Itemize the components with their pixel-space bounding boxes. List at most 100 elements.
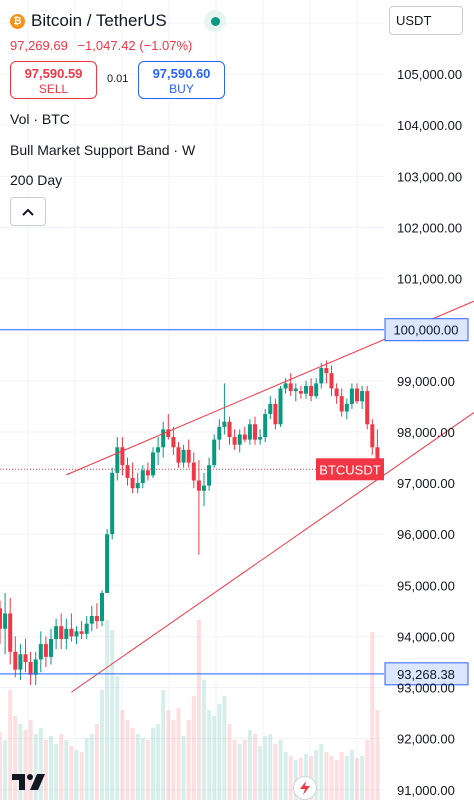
candle [263,408,268,443]
volume-bar [156,724,161,800]
candle-body [59,626,64,639]
volume-bar [49,736,53,800]
volume-bar [166,710,171,800]
volume-bar [375,710,380,800]
candle-body [324,368,329,374]
symbol-title[interactable]: ₿ Bitcoin / TetherUS [10,10,167,32]
symbol-tag-label: BTCUSDT [319,462,380,477]
y-axis-tick-label: 96,000.00 [397,527,455,542]
candle [222,383,227,435]
volume-bar [125,720,130,800]
candle-body [298,391,303,394]
volume-bar [79,752,84,800]
candle-body [145,470,150,476]
buy-button[interactable]: 97,590.60 BUY [138,61,225,99]
y-axis-tick-label: 105,000.00 [397,67,462,82]
candle-body [100,592,104,622]
candle-body [196,480,201,491]
candle [151,447,155,478]
volume-bar [94,724,99,800]
candle [186,439,191,468]
tradingview-logo-icon[interactable] [10,770,50,792]
volume-bar [370,632,375,800]
candle-body [217,426,222,440]
candle-body [268,403,273,415]
candle-body [370,424,375,448]
volume-bar [212,716,217,800]
candle [54,618,59,650]
candle-body [79,631,84,634]
volume-bar [288,756,293,800]
level-price-tag [384,662,469,686]
volume-bar [365,740,370,800]
candle [13,636,18,678]
y-axis-tick-label: 93,000.00 [397,681,455,696]
candle-body [263,414,268,438]
trend-line [71,411,474,693]
lightning-icon[interactable] [293,776,317,800]
market-status-icon[interactable] [204,10,226,32]
candle [110,467,115,540]
volume-bar [283,752,288,800]
candle-body [140,470,145,484]
candle [247,419,252,445]
candle [135,472,140,494]
candle [309,378,314,402]
candle [181,444,186,468]
candle-body [288,383,293,392]
volume-bar [232,740,237,800]
candle [49,628,53,665]
spread-value: 0.01 [107,73,129,85]
volume-legend[interactable]: Vol · BTC [10,111,70,127]
volume-bar [349,750,354,800]
candle [329,365,334,397]
candle-body [344,403,349,412]
volume-bar [247,730,252,800]
volume-bar [227,724,232,800]
y-axis-tick-label: 95,000.00 [397,578,455,593]
volume-bar [196,620,201,800]
candle [161,421,166,458]
volume-bar [0,732,2,800]
volume-bar [130,728,135,800]
volume-bar [319,744,324,800]
candle-body [171,437,176,448]
candle [120,437,125,476]
candle-body [293,388,298,392]
level-price-label: 93,268.38 [397,667,455,682]
candle-body [349,388,354,404]
candle-body [0,608,2,629]
y-axis-tick-label: 99,000.00 [397,374,455,389]
candle [130,462,135,494]
y-axis-tick-label: 98,000.00 [397,425,455,440]
candle-body [258,437,263,440]
candle-body [3,613,8,629]
currency-select[interactable]: USDT [389,6,463,35]
volume-bar [100,690,104,800]
candle [33,651,38,685]
volume-bar [145,740,150,800]
buy-price: 97,590.60 [152,66,211,81]
candle-body [84,623,89,634]
candle-body [115,447,120,473]
candle-body [151,452,155,476]
volume-bar [38,728,43,800]
candle [105,529,110,593]
volume-bar [253,734,257,800]
candle [89,605,94,632]
collapse-legend-button[interactable] [10,197,46,226]
sell-button[interactable]: 97,590.59 SELL [10,61,97,99]
volume-bar [43,740,48,800]
candle [344,398,349,420]
candle-body [49,638,53,657]
volume-bar [105,620,110,800]
candle [365,385,370,430]
candle-body [69,628,74,637]
candle-body [94,615,99,622]
candle [319,362,324,389]
volume-bar [69,746,74,800]
candle-body [227,421,232,438]
indicator-legend[interactable]: Bull Market Support Band · W [10,142,196,158]
candle [232,429,237,450]
